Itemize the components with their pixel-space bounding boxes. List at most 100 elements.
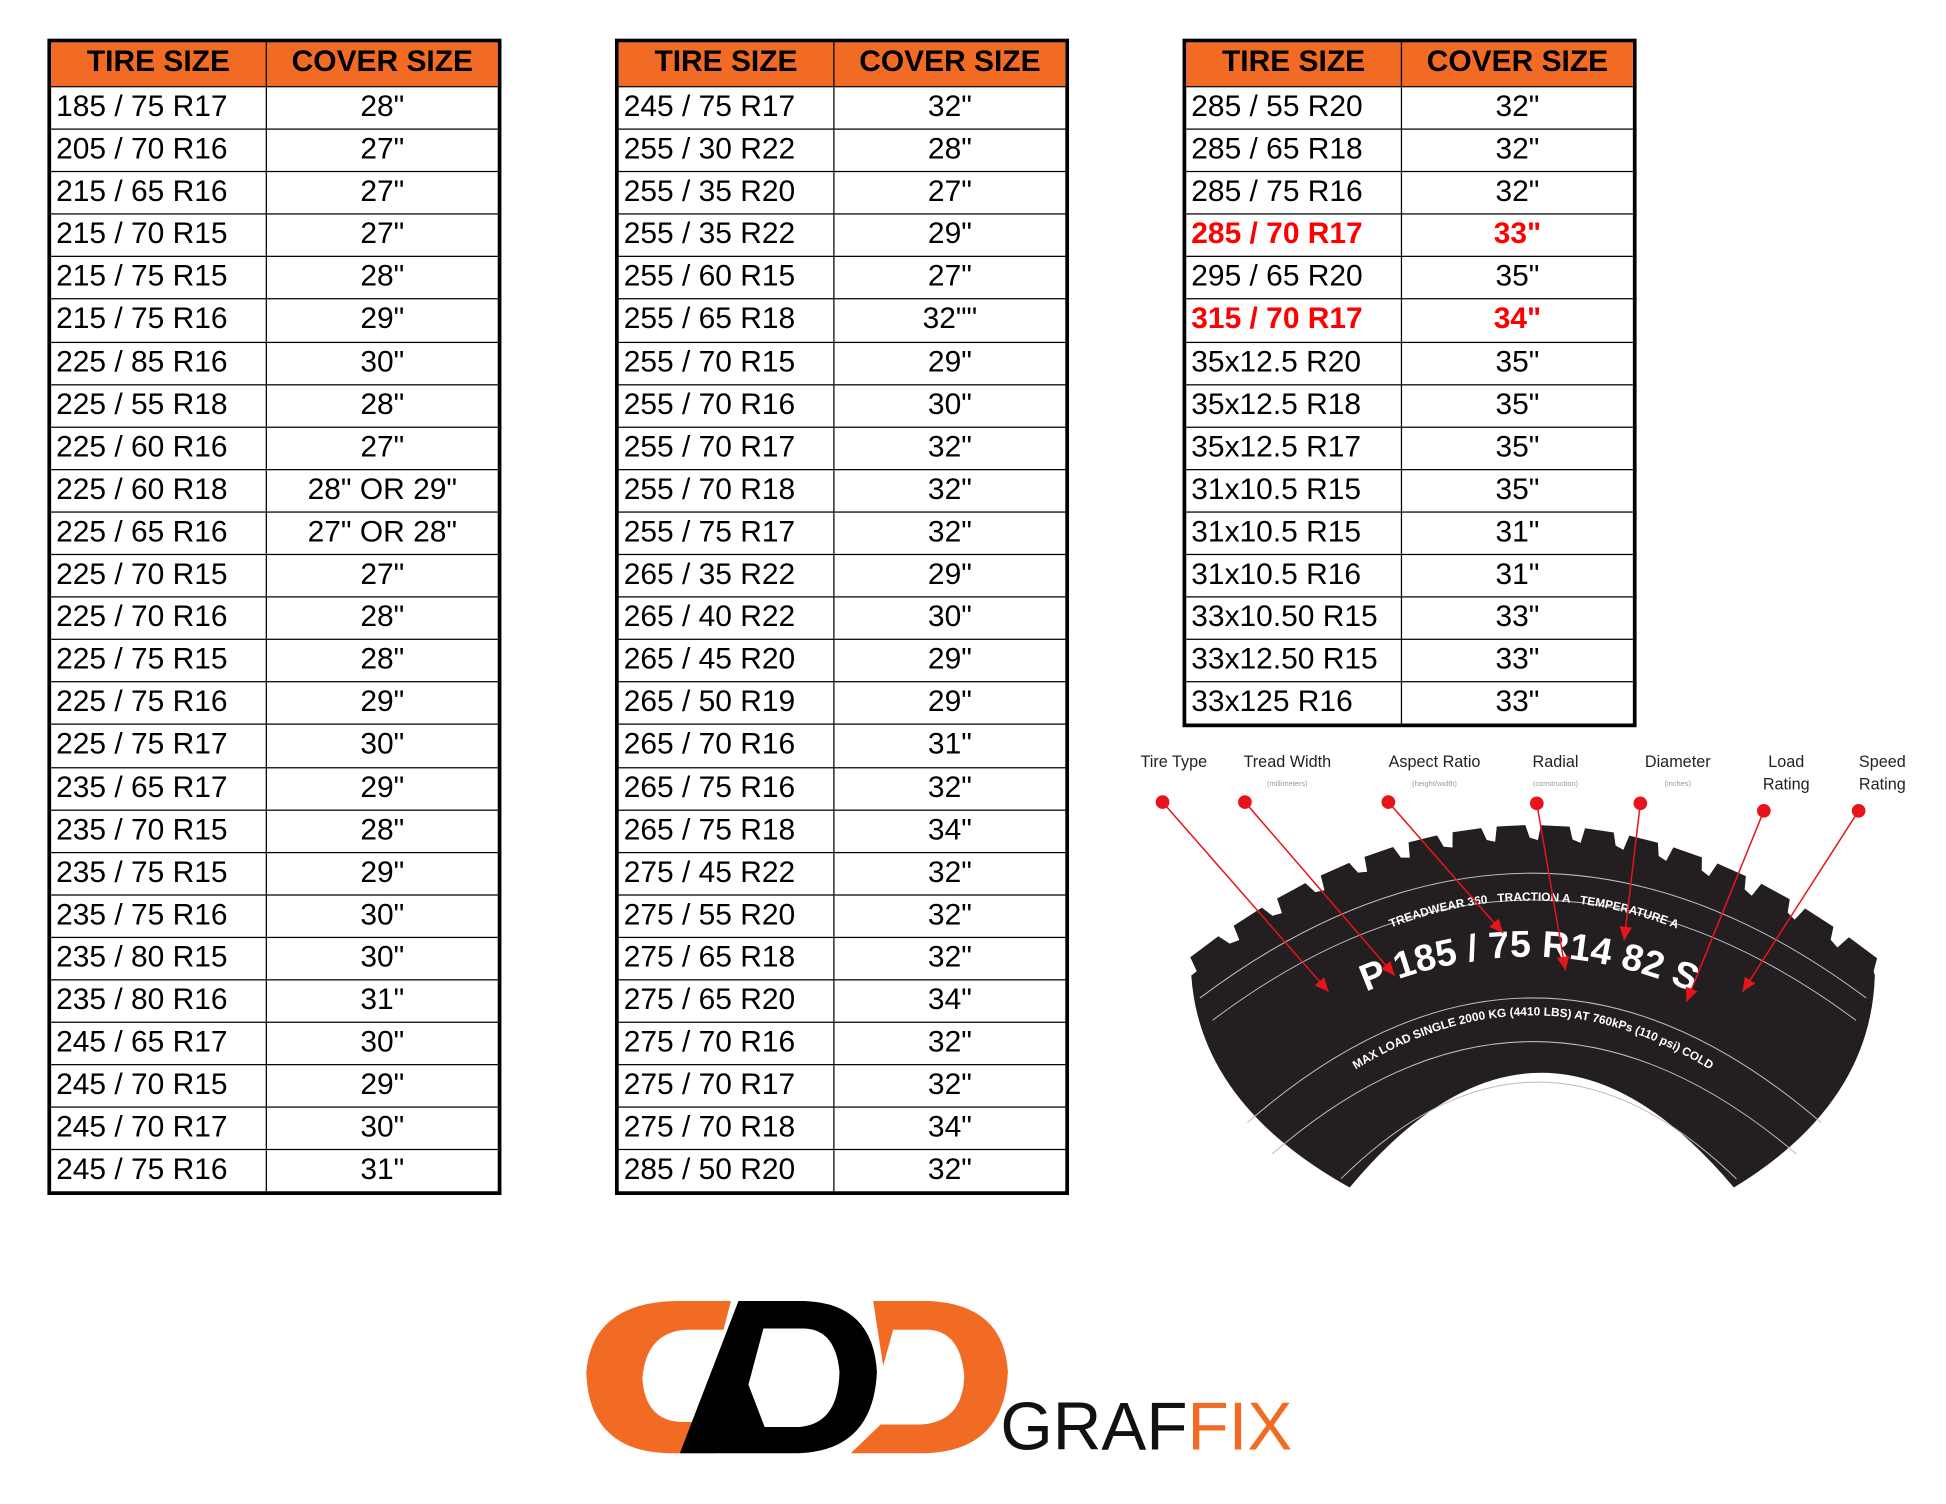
table-row: 245 / 75 R17 32" <box>618 86 1066 129</box>
pointer-dot <box>1155 795 1170 809</box>
table-row: 35x12.5 R18 35" <box>1186 383 1633 427</box>
cover-size-cell: 28" <box>360 259 405 294</box>
tire-size-cell: 35x12.5 R20 <box>1186 342 1403 384</box>
cover-size-cell: 35" <box>1495 430 1540 464</box>
arrowhead-icon <box>1742 976 1756 992</box>
table-row: 245 / 70 R17 30" <box>51 1106 498 1150</box>
table-row: 235 / 70 R15 28" <box>51 809 498 852</box>
table-row: 275 / 55 R20 32" <box>618 894 1066 937</box>
tire-size-cell: 31x10.5 R15 <box>1186 470 1403 512</box>
table-row: 275 / 45 R22 32" <box>618 851 1066 895</box>
table-row: 31x10.5 R16 31" <box>1186 553 1633 597</box>
tire-size-cell: 245 / 65 R17 <box>51 1022 267 1065</box>
table-row: 255 / 70 R15 29" <box>618 341 1066 384</box>
label-diameter: Diameter <box>1645 753 1711 771</box>
cover-size-cell: 32" <box>927 430 972 464</box>
tire-size-cell: 265 / 75 R18 <box>619 810 835 852</box>
table-row: 235 / 75 R15 29" <box>51 851 498 895</box>
cover-size-cell: 28" <box>360 89 405 124</box>
cover-size-cell: 32" <box>927 89 972 124</box>
cover-size-cell: 32" <box>927 940 972 975</box>
table-row: 215 / 75 R15 28" <box>51 256 498 299</box>
table-row: 255 / 70 R18 32" <box>618 468 1066 512</box>
logo-c-shape <box>586 1301 731 1454</box>
arrowhead-icon <box>1380 961 1395 976</box>
label-tread-width-note: (millimeters) <box>1267 779 1308 788</box>
cover-size-cell: 28" <box>927 132 972 167</box>
cover-size-cell: 30" <box>360 897 405 932</box>
logo-d-orange <box>850 1301 1008 1454</box>
pointer-line <box>1741 810 1860 993</box>
cover-size-cell: 27" <box>927 259 972 294</box>
cover-size-cell: 35" <box>1495 472 1540 507</box>
tire-size-cell: 225 / 55 R18 <box>51 385 267 427</box>
cover-size-cell: 32" <box>927 1153 972 1187</box>
pointer-line <box>1387 801 1504 934</box>
header-cover-size: COVER SIZE <box>291 44 473 79</box>
tire-size-cell: 255 / 65 R18 <box>619 299 835 342</box>
pointer-line <box>1623 803 1642 941</box>
table-row: 275 / 70 R17 32" <box>618 1064 1066 1107</box>
cover-size-cell: 32" <box>927 770 972 804</box>
table-row: 225 / 75 R16 29" <box>51 681 498 724</box>
cover-size-cell: 30" <box>360 940 405 975</box>
table-row: 225 / 75 R15 28" <box>51 638 498 682</box>
table-row: 225 / 85 R16 30" <box>51 341 498 384</box>
table-row: 265 / 75 R18 34" <box>618 809 1066 852</box>
tire-size-cell: 235 / 65 R17 <box>51 767 267 810</box>
table-row: 285 / 55 R20 32" <box>1186 86 1633 129</box>
cover-size-cell: 32"" <box>922 302 978 337</box>
table-row: 235 / 80 R16 31" <box>51 979 498 1022</box>
cover-size-cell: 27" <box>360 557 405 592</box>
cover-size-cell: 32" <box>927 897 972 932</box>
table-row: 225 / 75 R17 30" <box>51 723 498 767</box>
table-row: 295 / 65 R20 35" <box>1186 256 1633 299</box>
label-tread-width: Tread Width <box>1243 753 1331 771</box>
tire-size-cell: 225 / 85 R16 <box>51 342 267 384</box>
label-speed-rating-line2: Rating <box>1859 776 1906 794</box>
table-row: 265 / 45 R20 29" <box>618 638 1066 682</box>
tire-size-cell: 235 / 75 R16 <box>51 895 267 937</box>
cover-size-cell: 32" <box>1495 132 1540 167</box>
pointer-dot <box>1756 803 1771 818</box>
size-table-2: TIRE SIZE COVER SIZE 245 / 75 R17 32" 255 / … <box>614 38 1070 1196</box>
tire-size-cell: 255 / 35 R22 <box>619 214 835 257</box>
tire-size-cell: 275 / 70 R17 <box>619 1065 835 1107</box>
table-row: 255 / 70 R17 32" <box>618 426 1066 469</box>
table-row: 255 / 35 R20 27" <box>618 171 1066 214</box>
cover-size-cell: 27" <box>360 174 405 209</box>
table-row: 31x10.5 R15 35" <box>1186 468 1633 512</box>
cover-size-cell: 27" <box>360 132 405 167</box>
cover-size-cell: 33" <box>1493 217 1542 252</box>
tire-size-cell: 265 / 35 R22 <box>619 555 835 597</box>
cover-size-cell: 32" <box>927 1025 972 1060</box>
tire-size-cell: 265 / 45 R20 <box>619 640 835 682</box>
table-row: 235 / 75 R16 30" <box>51 894 498 937</box>
tire-size-cell: 225 / 75 R17 <box>51 725 267 767</box>
table-row: 225 / 60 R16 27" <box>51 426 498 469</box>
cover-size-cell: 31" <box>360 1153 405 1187</box>
table-row: 215 / 75 R16 29" <box>51 298 498 342</box>
tire-size-cell: 245 / 70 R15 <box>51 1065 267 1107</box>
tire-size-cell: 275 / 70 R18 <box>619 1108 835 1150</box>
label-speed-rating: Speed <box>1859 753 1906 771</box>
table-row: 275 / 70 R18 34" <box>618 1106 1066 1150</box>
tire-size-cell: 215 / 70 R15 <box>51 214 267 257</box>
table-row: 215 / 65 R16 27" <box>51 171 498 214</box>
tire-size-cell: 275 / 55 R20 <box>619 895 835 937</box>
tire-size-cell: 235 / 80 R15 <box>51 937 267 980</box>
tire-size-cell: 285 / 70 R17 <box>1186 214 1403 257</box>
header-tire-size: TIRE SIZE <box>51 42 267 87</box>
cover-size-cell: 28" <box>360 642 405 677</box>
cover-size-cell: 29" <box>360 302 405 337</box>
tire-size-cell: 225 / 70 R16 <box>51 597 267 639</box>
pointer-radial <box>1529 796 1570 971</box>
tire-size-cell: 31x10.5 R15 <box>1186 512 1403 554</box>
table-row: 275 / 65 R18 32" <box>618 936 1066 980</box>
pointer-dot <box>1238 795 1252 809</box>
table-row: 35x12.5 R20 35" <box>1186 341 1633 384</box>
tire-size-cell: 35x12.5 R18 <box>1186 385 1403 427</box>
arrowhead-icon <box>1314 977 1329 992</box>
label-load-rating-line2: Rating <box>1763 776 1810 794</box>
